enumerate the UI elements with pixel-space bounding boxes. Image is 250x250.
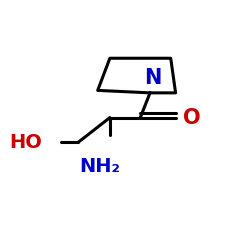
Text: HO: HO (9, 133, 42, 152)
Text: NH₂: NH₂ (80, 157, 121, 176)
Text: N: N (144, 68, 161, 88)
Text: O: O (183, 108, 200, 128)
